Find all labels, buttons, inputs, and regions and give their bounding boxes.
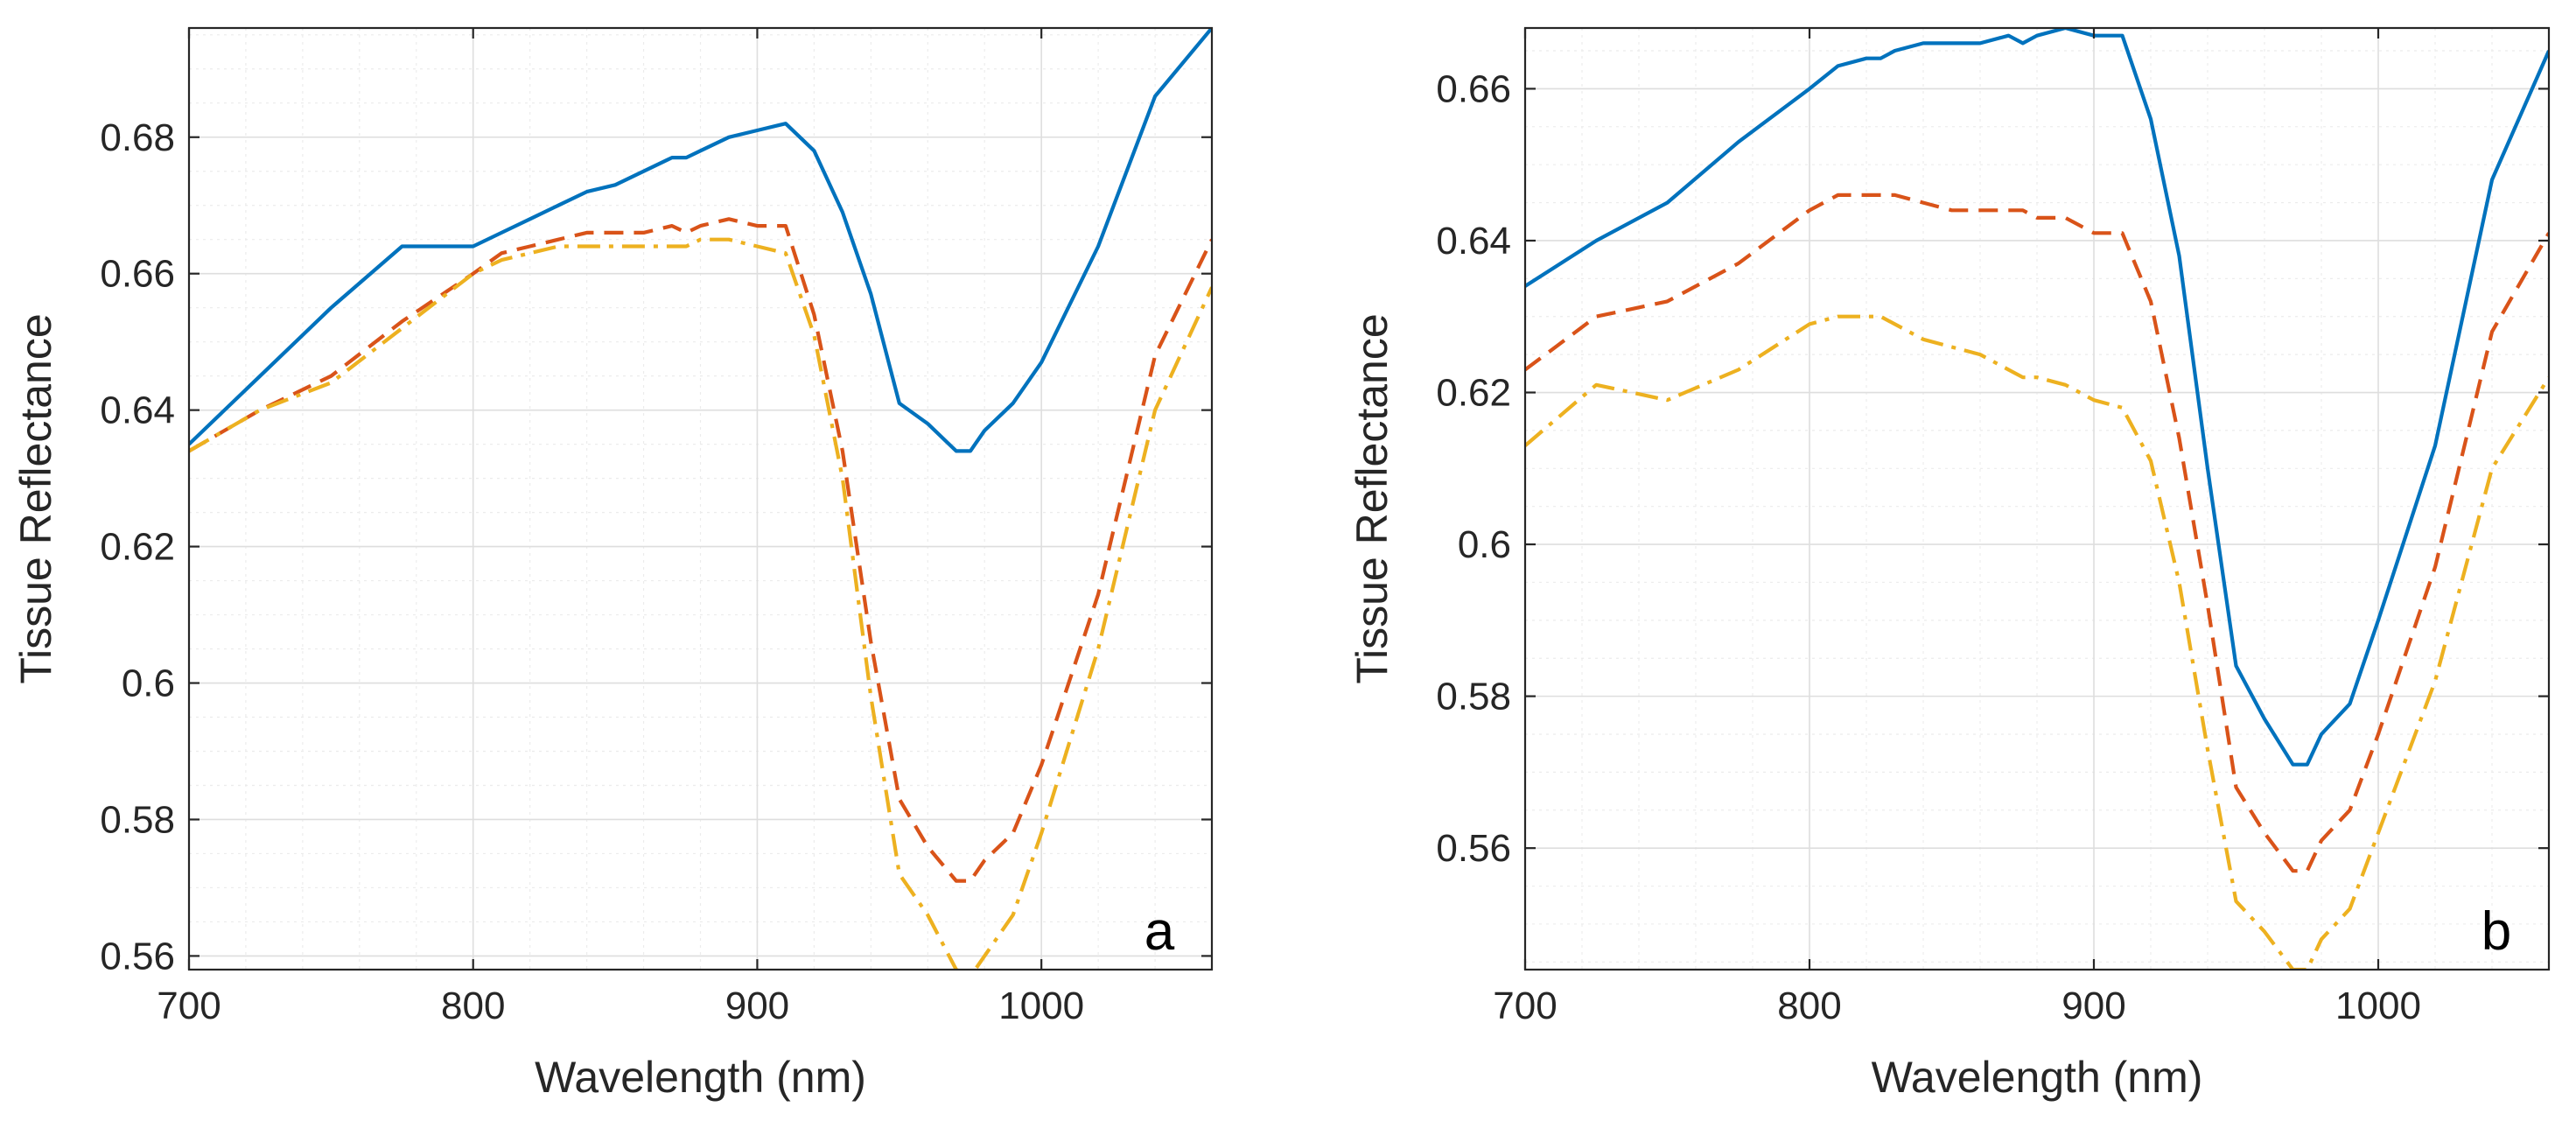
y-tick-label: 0.56 — [1436, 827, 1511, 870]
x-tick-label: 1000 — [998, 984, 1084, 1027]
series-group — [189, 28, 1212, 970]
y-tick-label: 0.66 — [100, 253, 175, 296]
series-line-2 — [1525, 193, 2549, 873]
series-line-1 — [189, 28, 1212, 453]
y-axis-label: Tissue Reflectance — [11, 313, 60, 683]
y-tick-label: 0.56 — [100, 935, 175, 977]
series-line-2 — [189, 217, 1212, 883]
y-tick-label: 0.62 — [1436, 372, 1511, 415]
y-tick-label: 0.6 — [122, 662, 175, 705]
y-tick-label: 0.64 — [100, 389, 175, 432]
x-tick-label: 700 — [1493, 984, 1557, 1027]
chart-panel-a: 700 800 900 1000 0.56 0.58 0.6 0.62 0.64 0.66 0.68… — [11, 26, 1214, 1102]
x-tick-label: 900 — [725, 984, 789, 1027]
x-axis-label: Wavelength (nm) — [1872, 1053, 2203, 1102]
x-tick-label: 900 — [2062, 984, 2125, 1027]
y-tick-label: 0.62 — [100, 526, 175, 569]
x-tick-label: 1000 — [2335, 984, 2421, 1027]
panel-label: a — [1144, 901, 1175, 962]
y-tick-label: 0.68 — [100, 116, 175, 159]
axes-frame — [187, 26, 1214, 971]
x-tick-label: 800 — [441, 984, 505, 1027]
y-tick-label: 0.6 — [1458, 523, 1511, 566]
y-axis-label: Tissue Reflectance — [1348, 313, 1396, 683]
chart-panel-b: 700 800 900 1000 0.56 0.58 0.6 0.62 0.64 0.66 Wave… — [1348, 26, 2551, 1102]
x-tick-label: 800 — [1777, 984, 1841, 1027]
y-tick-label: 0.64 — [1436, 220, 1511, 263]
x-tick-label: 700 — [157, 984, 220, 1027]
axes-frame — [1523, 26, 2551, 971]
y-tick-label: 0.58 — [1436, 676, 1511, 718]
y-tick-label: 0.66 — [1436, 67, 1511, 110]
x-axis-label: Wavelength (nm) — [535, 1053, 866, 1102]
series-group — [1525, 28, 2549, 970]
series-line-3 — [189, 237, 1212, 970]
panel-label: b — [2482, 901, 2511, 962]
series-line-1 — [1525, 28, 2549, 767]
series-line-3 — [1525, 314, 2549, 970]
y-tick-label: 0.58 — [100, 798, 175, 841]
